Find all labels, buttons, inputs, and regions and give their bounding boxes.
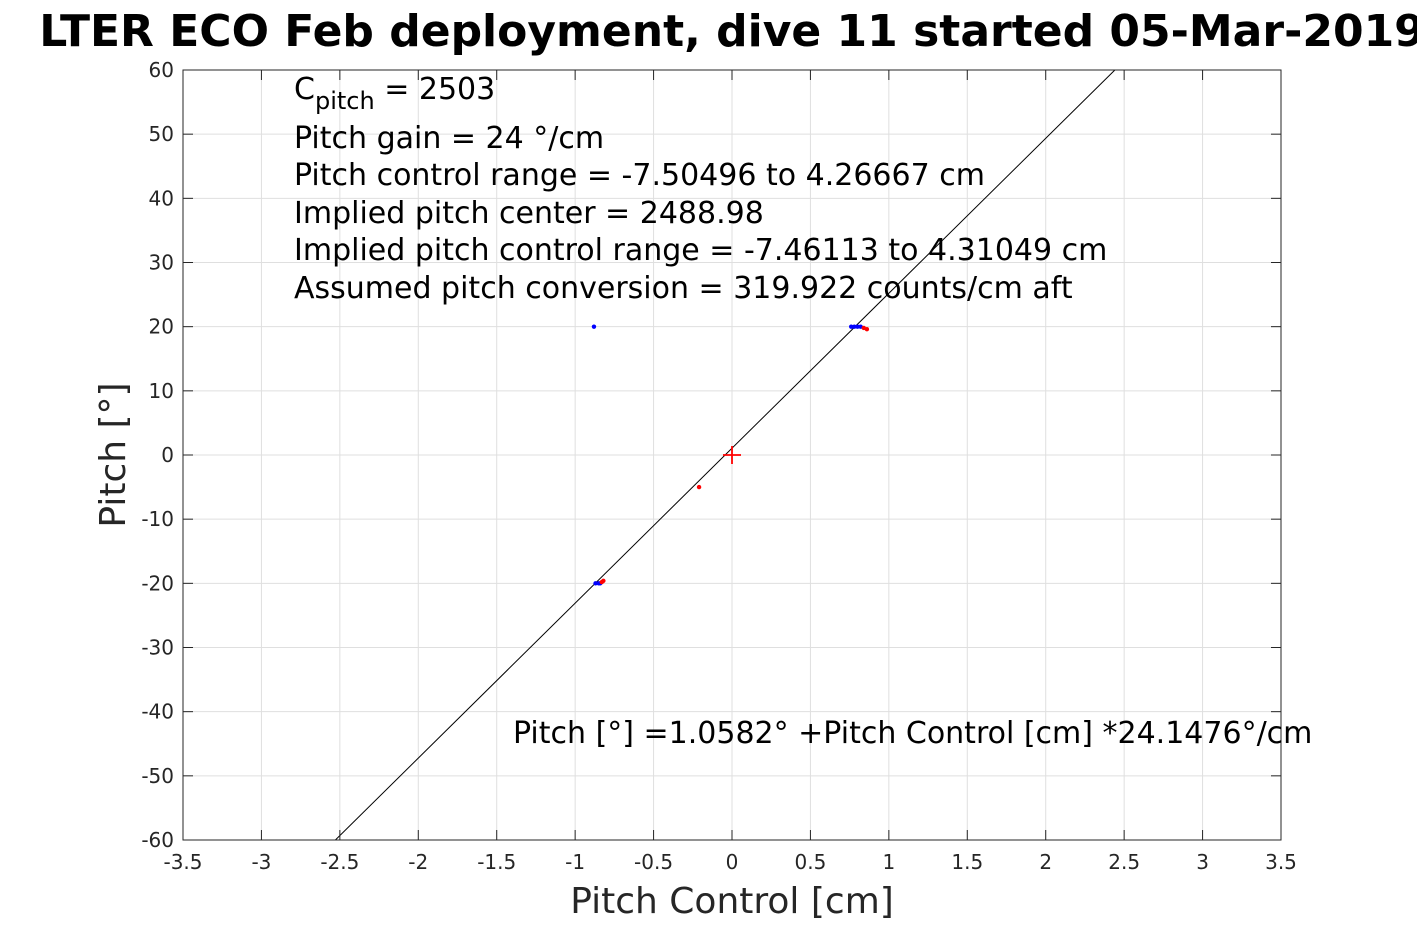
data-point [849,324,854,329]
x-tick-label: -1 [565,850,585,874]
x-tick-label: 2.5 [1108,850,1140,874]
data-point [593,581,598,586]
x-tick-label: 0.5 [795,850,827,874]
data-point [855,324,860,329]
annotation-cpitch-base: C [294,72,315,107]
x-tick-label: 2 [1039,850,1052,874]
annotation-pitch-conversion: Assumed pitch conversion = 319.922 count… [294,271,1073,306]
y-tick-label: 50 [149,122,174,146]
annotation-implied-control-range: Implied pitch control range = -7.46113 t… [294,233,1107,268]
annotation-implied-pitch-center: Implied pitch center = 2488.98 [294,196,764,231]
y-tick-label: -10 [141,507,174,531]
x-tick-label: 3 [1196,850,1209,874]
y-tick-label: -30 [141,636,174,660]
chart-title: LTER ECO Feb deployment, dive 11 started… [39,6,1417,57]
annotation-fit-equation: Pitch [°] =1.0582° +Pitch Control [cm] *… [513,716,1312,751]
y-tick-label: 60 [149,58,174,82]
x-tick-label: 1 [882,850,895,874]
x-tick-label: -0.5 [634,850,673,874]
x-tick-label: -3.5 [163,850,202,874]
data-layer [335,70,1116,840]
data-point [601,578,606,583]
data-point [852,324,857,329]
y-tick-label: -40 [141,700,174,724]
x-tick-label: 3.5 [1265,850,1297,874]
y-tick-label: 20 [149,315,174,339]
data-point [864,327,870,332]
y-tick-label: 10 [149,379,174,403]
y-tick-label: 0 [161,443,174,467]
data-point [591,324,597,329]
y-tick-label: 40 [149,186,174,210]
annotation-cpitch-sub: pitch [315,87,375,115]
center-marker [723,446,741,464]
annotation-pitch-gain: Pitch gain = 24 °/cm [294,121,604,156]
annotation-cpitch-value: = 2503 [375,72,496,107]
ticks: -3.5 -3 -2.5 -2 -1.5 -1 -0.5 0 0.5 1 1.5 2 2.5 3 3.5 -6… [141,58,1297,874]
annotation-cpitch: Cpitch = 2503 [294,72,495,115]
y-tick-label: 30 [149,251,174,275]
x-tick-label: -2.5 [320,850,359,874]
x-tick-label: -3 [251,850,271,874]
data-point [696,484,702,490]
y-tick-label: -20 [141,571,174,595]
y-tick-label: -50 [141,764,174,788]
x-tick-label: 0 [726,850,739,874]
y-axis-label: Pitch [°] [93,382,134,527]
annotation-pitch-control-range: Pitch control range = -7.50496 to 4.2666… [294,158,985,193]
x-tick-label: 1.5 [951,850,983,874]
x-tick-label: -1.5 [477,850,516,874]
x-axis-label: Pitch Control [cm] [570,881,894,922]
y-tick-label: -60 [141,828,174,852]
x-tick-label: -2 [408,850,428,874]
